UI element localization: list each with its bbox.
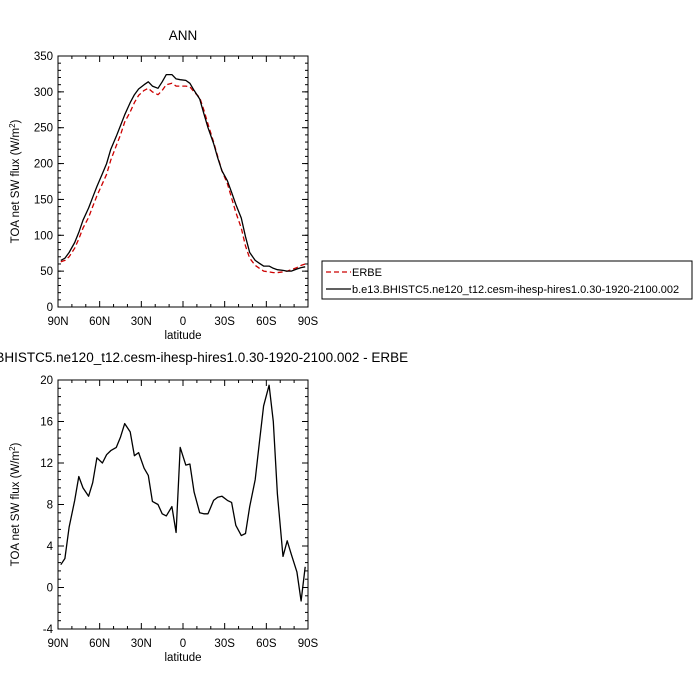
legend-label: b.e13.BHISTC5.ne120_t12.cesm-ihesp-hires…: [352, 284, 679, 296]
x-tick-label: 90N: [47, 316, 68, 328]
x-tick-label: 30S: [214, 638, 235, 650]
legend-label: ERBE: [352, 267, 382, 279]
x-tick-label: 60N: [89, 316, 110, 328]
x-tick-label: 90S: [298, 638, 319, 650]
plot-frame: [57, 55, 309, 308]
y-tick-label: 12: [40, 458, 53, 470]
series-line-model: [60, 73, 306, 272]
chart-title: ANN: [169, 28, 198, 43]
y-tick-label: 16: [40, 417, 53, 429]
legend: ERBE b.e13.BHISTC5.ne120_t12.cesm-ihesp-h…: [321, 260, 693, 300]
y-tick-label: 150: [34, 194, 53, 206]
y-tick-label: 250: [34, 123, 53, 135]
x-tick-label: 30S: [214, 316, 235, 328]
x-tick-label: 0: [180, 316, 186, 328]
legend-box: [321, 260, 693, 300]
x-tick-label: 60S: [256, 316, 277, 328]
series-line-erbe: [60, 82, 306, 274]
y-axis-label: TOA net SW flux (W/m2): [8, 119, 22, 243]
series-line-difference: [60, 384, 306, 602]
y-tick-label: 20: [40, 375, 53, 387]
x-tick-label: 30N: [131, 638, 152, 650]
y-tick-label: 100: [34, 230, 53, 242]
y-axis-label: TOA net SW flux (W/m2): [8, 442, 22, 566]
y-tick-label: -4: [43, 624, 54, 636]
x-tick-label: 0: [180, 638, 186, 650]
y-tick-label: 4: [47, 541, 54, 553]
plot-frame: [57, 379, 309, 630]
x-tick-label: 90N: [47, 638, 68, 650]
y-tick-label: 8: [47, 500, 53, 512]
bottom-plot-difference: 90N 60N 30N 0 30S 60S 90S -4 0 4 8 12 16 20 b.e13.BHIS…: [0, 350, 408, 664]
top-plot-flux: 90N 60N 30N 0 30S 60S 90S 0 50 100 150 200 250 300 350…: [8, 28, 319, 342]
y-tick-label: 0: [47, 583, 53, 595]
x-tick-label: 60N: [89, 638, 110, 650]
y-tick-label: 50: [40, 266, 53, 278]
y-tick-label: 300: [34, 87, 53, 99]
x-tick-label: 30N: [131, 316, 152, 328]
y-tick-label: 200: [34, 159, 53, 171]
x-axis-label: latitude: [164, 330, 201, 342]
x-tick-label: 60S: [256, 638, 277, 650]
chart-title: b.e13.BHISTC5.ne120_t12.cesm-ihesp-hires…: [0, 350, 408, 365]
x-tick-label: 90S: [298, 316, 319, 328]
y-tick-label: 0: [47, 302, 53, 314]
y-tick-label: 350: [34, 51, 53, 63]
x-axis-label: latitude: [164, 652, 201, 664]
